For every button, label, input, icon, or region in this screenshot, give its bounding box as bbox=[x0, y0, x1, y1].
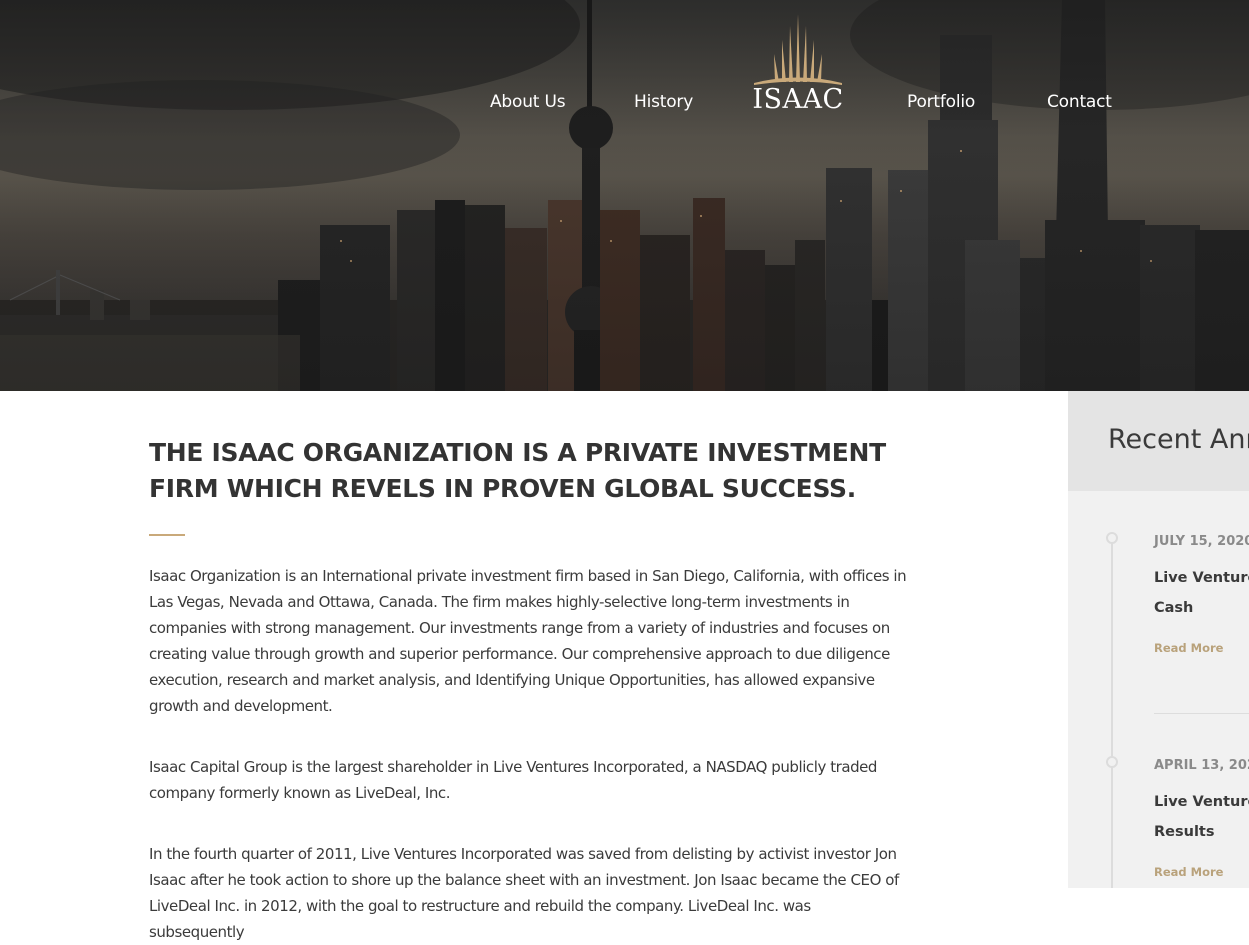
read-more-link[interactable]: Read More bbox=[1154, 641, 1224, 655]
isaac-logo[interactable]: ISAAC bbox=[752, 12, 844, 116]
nav-about-us[interactable]: About Us bbox=[490, 92, 566, 112]
nav-contact[interactable]: Contact bbox=[1047, 92, 1112, 112]
headline-divider bbox=[149, 534, 185, 536]
intro-paragraph: Isaac Organization is an International p… bbox=[149, 567, 907, 715]
timeline-line bbox=[1111, 539, 1113, 888]
nav-portfolio[interactable]: Portfolio bbox=[907, 92, 976, 112]
city-skyline bbox=[0, 0, 1249, 391]
recent-announcements-sidebar: Recent Announcements JULY 15, 2020 Live … bbox=[1068, 391, 1249, 888]
announcement-divider bbox=[1154, 713, 1249, 714]
logo-crown-icon bbox=[754, 14, 842, 85]
page-headline: THE ISAAC ORGANIZATION IS A PRIVATE INVE… bbox=[149, 438, 886, 503]
cloud-layer bbox=[0, 80, 460, 190]
logo-text: ISAAC bbox=[752, 84, 844, 115]
read-more-link[interactable]: Read More bbox=[1154, 865, 1224, 879]
capital-group-paragraph: Isaac Capital Group is the largest share… bbox=[149, 758, 877, 802]
main-content: THE ISAAC ORGANIZATION IS A PRIVATE INVE… bbox=[149, 391, 919, 945]
nav-history[interactable]: History bbox=[634, 92, 694, 112]
hero-overlay bbox=[0, 0, 1249, 391]
announcement-date: JULY 15, 2020 bbox=[1154, 534, 1249, 549]
timeline-dot bbox=[1106, 532, 1118, 544]
timeline-dot bbox=[1106, 756, 1118, 768]
history-paragraph: In the fourth quarter of 2011, Live Vent… bbox=[149, 845, 899, 941]
announcement-title[interactable]: Live Ventures Results bbox=[1154, 794, 1249, 840]
announcement-title[interactable]: Live Ventures Cash bbox=[1154, 570, 1249, 616]
sidebar-header: Recent Announcements bbox=[1068, 391, 1249, 491]
sidebar-title: Recent Announcements bbox=[1108, 424, 1249, 455]
announcement-date: APRIL 13, 2020 bbox=[1154, 758, 1249, 773]
hero-banner: About Us History ISAAC Portfolio Contact bbox=[0, 0, 1249, 391]
